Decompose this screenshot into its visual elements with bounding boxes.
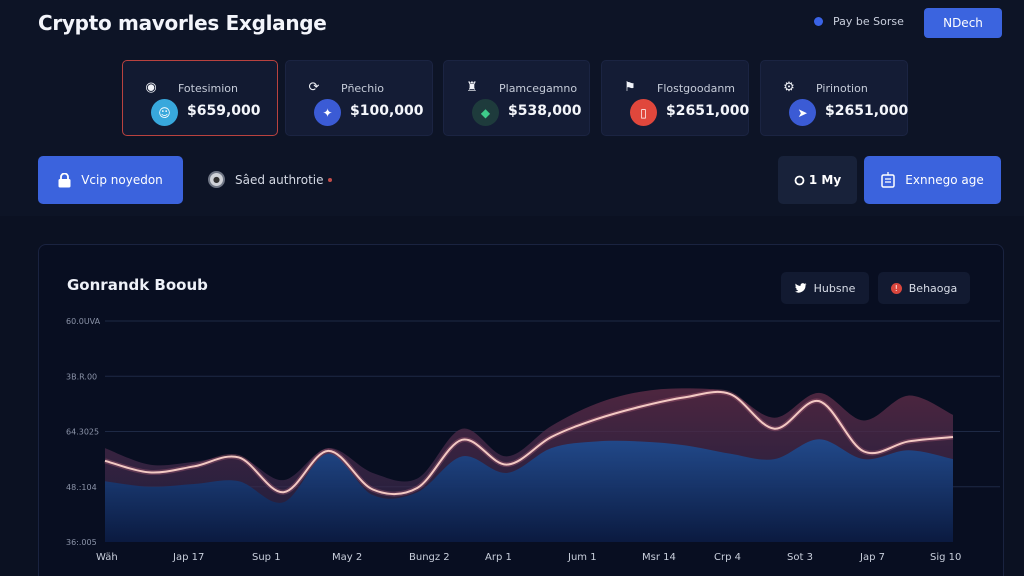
primary-action-label: Vcip noyedon [81,173,163,187]
asset-card[interactable]: ◉ Fotesimion ☺ $659,000 [122,60,278,136]
price-line [104,390,954,496]
flag-icon: ⚑ [624,80,636,95]
chip-exchange[interactable]: ! Behaoga [878,272,970,304]
app-title: Crypto mavorles Exglange [38,11,327,35]
y-tick-label: 60.0UVA [66,317,101,326]
asset-avatar: ☺ [151,99,178,126]
y-tick-label: 3B.R.00 [66,372,97,381]
saved-authority-toggle[interactable]: ● Sâed authrotie [208,171,332,188]
primary-action-button[interactable]: Vcip noyedon [38,156,183,204]
x-tick-label: Sot 3 [787,552,813,563]
asset-avatar: ◆ [472,99,499,126]
x-tick-label: Jap 7 [859,552,885,563]
asset-card-label: Pñechio [341,82,384,95]
x-tick-label: Sig 10 [930,552,961,563]
x-tick-label: Sup 1 [252,552,281,563]
x-tick-label: Wäh [96,552,118,563]
y-tick-label: 64.3025 [66,428,99,437]
gear-icon: ⚙ [783,80,795,95]
refresh-icon [794,175,805,185]
asset-avatar: ➤ [789,99,816,126]
asset-card[interactable]: ⚙ Pirinotion ➤ $2651,000 [760,60,908,136]
chip-twitter[interactable]: Hubsne [781,272,869,304]
timeframe-button[interactable]: 1 My [778,156,857,204]
y-tick-label: 48.:104 [66,483,97,492]
x-tick-label: Bungz 2 [409,552,450,563]
coin-icon: ● [208,171,225,188]
asset-card-label: Pirinotion [816,82,868,95]
asset-card[interactable]: ⚑ Flostgoodanm ▯ $2651,000 [601,60,749,136]
x-tick-label: Arp 1 [485,552,512,563]
target-icon: ◉ [145,80,157,95]
y-tick-label: 36:.005 [66,538,97,547]
calculator-icon [881,172,896,188]
asset-avatar: ▯ [630,99,657,126]
asset-card-label: Fotesimion [178,82,239,95]
status-dot-icon [814,17,823,26]
exchange-label: Exnnego age [905,173,984,187]
saved-authority-label: Sâed authrotie [235,173,332,187]
asset-card[interactable]: ♜ Plamcegamno ◆ $538,000 [443,60,590,136]
x-tick-label: Crp 4 [714,552,741,563]
asset-card-value: $2651,000 [666,103,750,119]
alert-dot-icon [327,178,332,182]
exchange-button[interactable]: Exnnego age [864,156,1001,204]
asset-card-value: $538,000 [508,103,582,119]
x-tick-label: May 2 [332,552,362,563]
header-action-button[interactable]: NDech [924,8,1002,38]
status-indicator: Pay be Sorse [814,15,904,28]
robot-icon: ♜ [466,80,478,95]
timeframe-label: 1 My [808,173,842,187]
asset-avatar: ✦ [314,99,341,126]
x-tick-label: Jum 1 [567,552,597,563]
asset-card-value: $659,000 [187,103,261,119]
chart-title: Gonrandk Booub [67,276,208,294]
asset-card-value: $2651,000 [825,103,909,119]
status-text: Pay be Sorse [833,15,904,28]
chip-exchange-label: Behaoga [908,281,958,295]
blue-area [105,439,953,542]
chat-icon: ⟳ [308,80,320,95]
twitter-icon [794,283,807,293]
x-tick-label: Jap 17 [172,552,204,563]
info-icon: ! [890,282,902,294]
lock-icon [58,172,71,187]
chip-twitter-label: Hubsne [813,281,856,295]
asset-card-value: $100,000 [350,103,424,119]
asset-card[interactable]: ⟳ Pñechio ✦ $100,000 [285,60,433,136]
asset-card-label: Plamcegamno [499,82,578,95]
x-tick-label: Msr 14 [642,552,676,563]
asset-card-label: Flostgoodanm [657,82,736,95]
